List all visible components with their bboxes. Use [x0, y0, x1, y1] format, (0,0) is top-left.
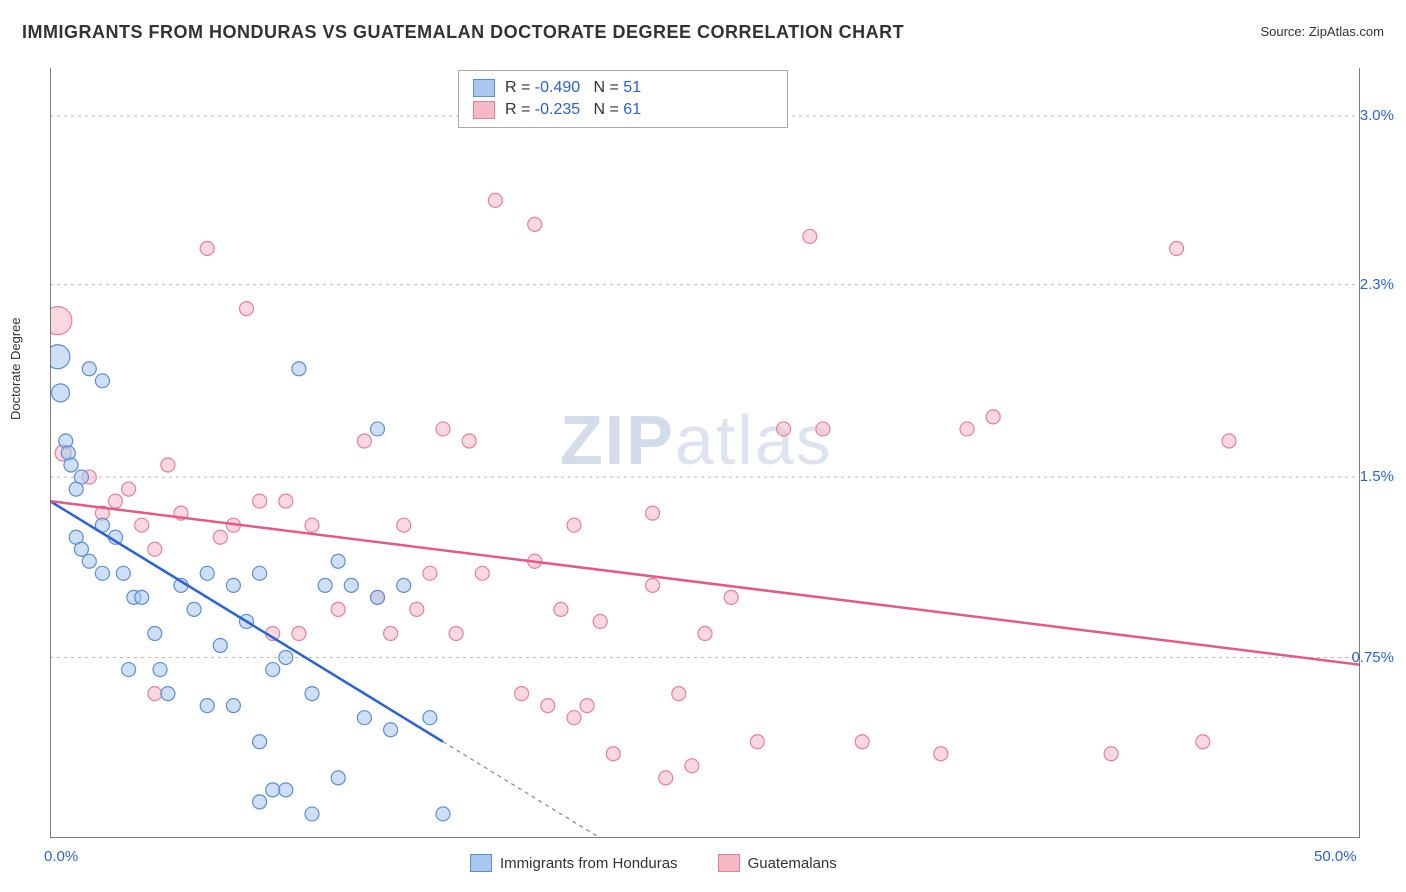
scatter-plot	[50, 68, 1360, 838]
legend-stats-guatemalans: R = -0.235 N = 61	[505, 99, 641, 121]
y-tick-label: 2.3%	[1344, 276, 1394, 293]
swatch-pink	[473, 101, 495, 119]
legend-label-guatemalans: Guatemalans	[748, 855, 837, 872]
legend-item-guatemalans: Guatemalans	[718, 854, 837, 872]
y-tick-label: 1.5%	[1344, 468, 1394, 485]
source-prefix: Source:	[1260, 24, 1308, 39]
swatch-blue-icon	[470, 854, 492, 872]
chart-title: IMMIGRANTS FROM HONDURAS VS GUATEMALAN D…	[22, 22, 904, 43]
y-axis-label: Doctorate Degree	[8, 317, 23, 420]
legend-row-honduras: R = -0.490 N = 51	[473, 77, 773, 99]
y-tick-label: 3.0%	[1344, 107, 1394, 124]
swatch-pink-icon	[718, 854, 740, 872]
legend-stats-honduras: R = -0.490 N = 51	[505, 77, 641, 99]
y-tick-label: 0.75%	[1344, 649, 1394, 666]
correlation-legend: R = -0.490 N = 51 R = -0.235 N = 61	[458, 70, 788, 128]
x-tick-label: 50.0%	[1314, 848, 1357, 865]
swatch-blue	[473, 79, 495, 97]
x-tick-label: 0.0%	[44, 848, 78, 865]
legend-item-honduras: Immigrants from Honduras	[470, 854, 678, 872]
source-attribution: Source: ZipAtlas.com	[1260, 24, 1384, 39]
legend-row-guatemalans: R = -0.235 N = 61	[473, 99, 773, 121]
series-legend: Immigrants from Honduras Guatemalans	[470, 854, 837, 872]
source-link[interactable]: ZipAtlas.com	[1309, 24, 1384, 39]
legend-label-honduras: Immigrants from Honduras	[500, 855, 678, 872]
